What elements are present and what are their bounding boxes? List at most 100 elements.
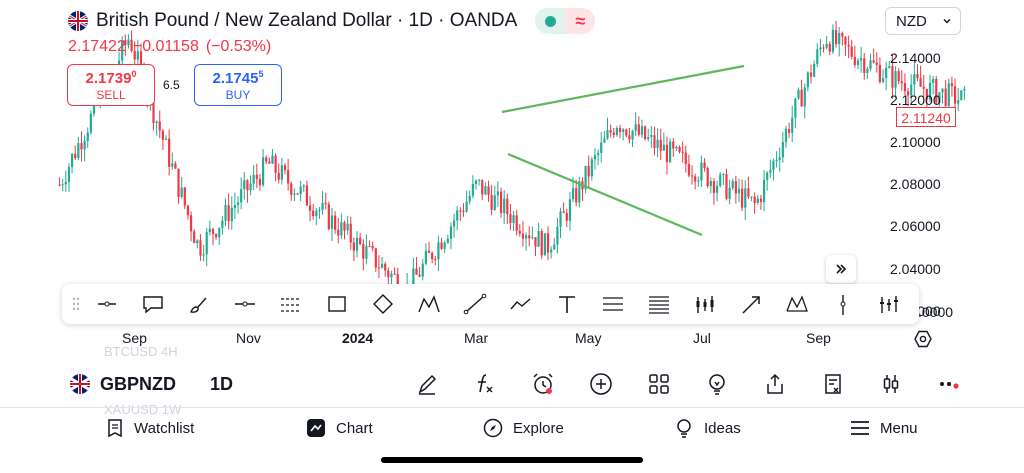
vertical-line-icon[interactable] (820, 284, 866, 324)
callout-icon[interactable] (130, 284, 176, 324)
candle-body (365, 246, 368, 259)
buy-button[interactable]: 2.17455 BUY (194, 64, 282, 106)
nav-chart[interactable]: Chart (306, 418, 373, 438)
nav-watchlist[interactable]: Watchlist (106, 418, 194, 438)
nav-ideas[interactable]: Ideas (674, 418, 741, 438)
lightbulb-icon[interactable] (688, 362, 746, 406)
candle-body (568, 199, 572, 221)
sell-button[interactable]: 2.17390 SELL (67, 64, 155, 106)
parallel-channel-icon[interactable] (268, 284, 314, 324)
candle-body (70, 153, 74, 167)
candle-body (362, 244, 365, 259)
horizontal-ray-icon[interactable] (222, 284, 268, 324)
xabcd-pattern-icon[interactable] (774, 284, 820, 324)
nav-watchlist-label: Watchlist (134, 419, 195, 437)
price-tick: 2.12000 (890, 92, 941, 108)
candles-icon[interactable] (862, 362, 920, 406)
arrow-icon[interactable] (728, 284, 774, 324)
candle-body (800, 89, 803, 107)
candle-body (938, 92, 941, 103)
candle-body (139, 51, 143, 67)
more-icon[interactable] (920, 362, 978, 406)
gbp-nzd-flag-icon (70, 374, 90, 394)
rectangle-icon[interactable] (314, 284, 360, 324)
candle-body (587, 165, 590, 177)
candle-body (487, 186, 490, 195)
approx-icon: ≈ (565, 8, 596, 34)
plus-circle-icon[interactable] (572, 362, 630, 406)
candle-body (850, 46, 853, 57)
candle-body (881, 78, 885, 82)
candle-body (503, 198, 506, 214)
candle-body (133, 50, 136, 60)
symbol-title[interactable]: British Pound / New Zealand Dollar · 1D … (96, 10, 518, 31)
candle-body (152, 95, 155, 124)
candle-body (791, 117, 794, 133)
alarm-icon[interactable] (514, 362, 572, 406)
function-icon[interactable] (456, 362, 514, 406)
candle-body (919, 78, 922, 87)
candle-body (913, 73, 916, 85)
candle-body (719, 174, 722, 186)
fib-retracement-icon[interactable] (590, 284, 636, 324)
candle-body (922, 86, 925, 89)
horizontal-line-icon[interactable] (84, 284, 130, 324)
chart-icon (307, 419, 325, 437)
nav-chart-label: Chart (336, 419, 373, 437)
rotated-rectangle-icon[interactable] (360, 284, 406, 324)
candle-body (941, 88, 944, 93)
text-icon[interactable] (544, 284, 590, 324)
grid-icon[interactable] (630, 362, 688, 406)
trend-line-icon[interactable] (452, 284, 498, 324)
candle-body (349, 223, 352, 243)
candle-body (318, 210, 321, 212)
sell-price-pip: 0 (131, 69, 137, 79)
symbol-name[interactable]: GBPNZD (100, 373, 176, 394)
drag-handle-icon[interactable] (68, 297, 84, 311)
candle-body (571, 188, 575, 200)
candle-body (559, 211, 562, 227)
spread-value: 6.5 (163, 78, 180, 92)
long-position-icon[interactable] (682, 284, 728, 324)
chart-settings-icon[interactable] (913, 329, 933, 354)
candle-body (299, 186, 302, 195)
price-axis[interactable]: 2.14000 2.12000 2.10000 2.08000 2.06000 2.040… (890, 0, 1024, 355)
pattern-icon[interactable] (406, 284, 452, 324)
candle-body (377, 267, 381, 269)
share-icon[interactable] (746, 362, 804, 406)
bars-pattern-icon[interactable] (866, 284, 912, 324)
nav-explore[interactable]: Explore (483, 418, 564, 438)
currency-value: NZD (896, 12, 927, 30)
candle-body (240, 189, 243, 203)
candle-body (925, 88, 928, 100)
brush-icon[interactable] (176, 284, 222, 324)
market-status[interactable]: ≈ (535, 8, 596, 34)
candle-body (797, 89, 800, 99)
pencil-icon[interactable] (398, 362, 456, 406)
candle-body (540, 230, 543, 256)
candle-body (640, 126, 644, 135)
candle-body (543, 233, 546, 256)
nav-menu[interactable]: Menu (850, 420, 918, 437)
candle-body (117, 60, 121, 67)
candle-body (809, 72, 813, 77)
currency-select[interactable]: NZD (885, 7, 961, 35)
candle-body (715, 185, 719, 193)
checklist-icon[interactable] (804, 362, 862, 406)
candle-body (387, 270, 390, 278)
expand-toolbar-button[interactable] (826, 255, 856, 283)
candle-body (725, 174, 728, 199)
candle-body (274, 155, 277, 173)
candle-body (766, 172, 769, 180)
horizontal-lines-icon[interactable] (636, 284, 682, 324)
candle-body (957, 100, 960, 104)
interval-value[interactable]: 1D (210, 373, 234, 394)
candle-body (816, 49, 819, 65)
candle-body (230, 207, 233, 222)
candle-body (337, 229, 340, 236)
candle-body (509, 214, 512, 224)
candle-body (359, 237, 362, 245)
candle-body (478, 179, 481, 181)
candle-body (675, 146, 678, 149)
polyline-icon[interactable] (498, 284, 544, 324)
